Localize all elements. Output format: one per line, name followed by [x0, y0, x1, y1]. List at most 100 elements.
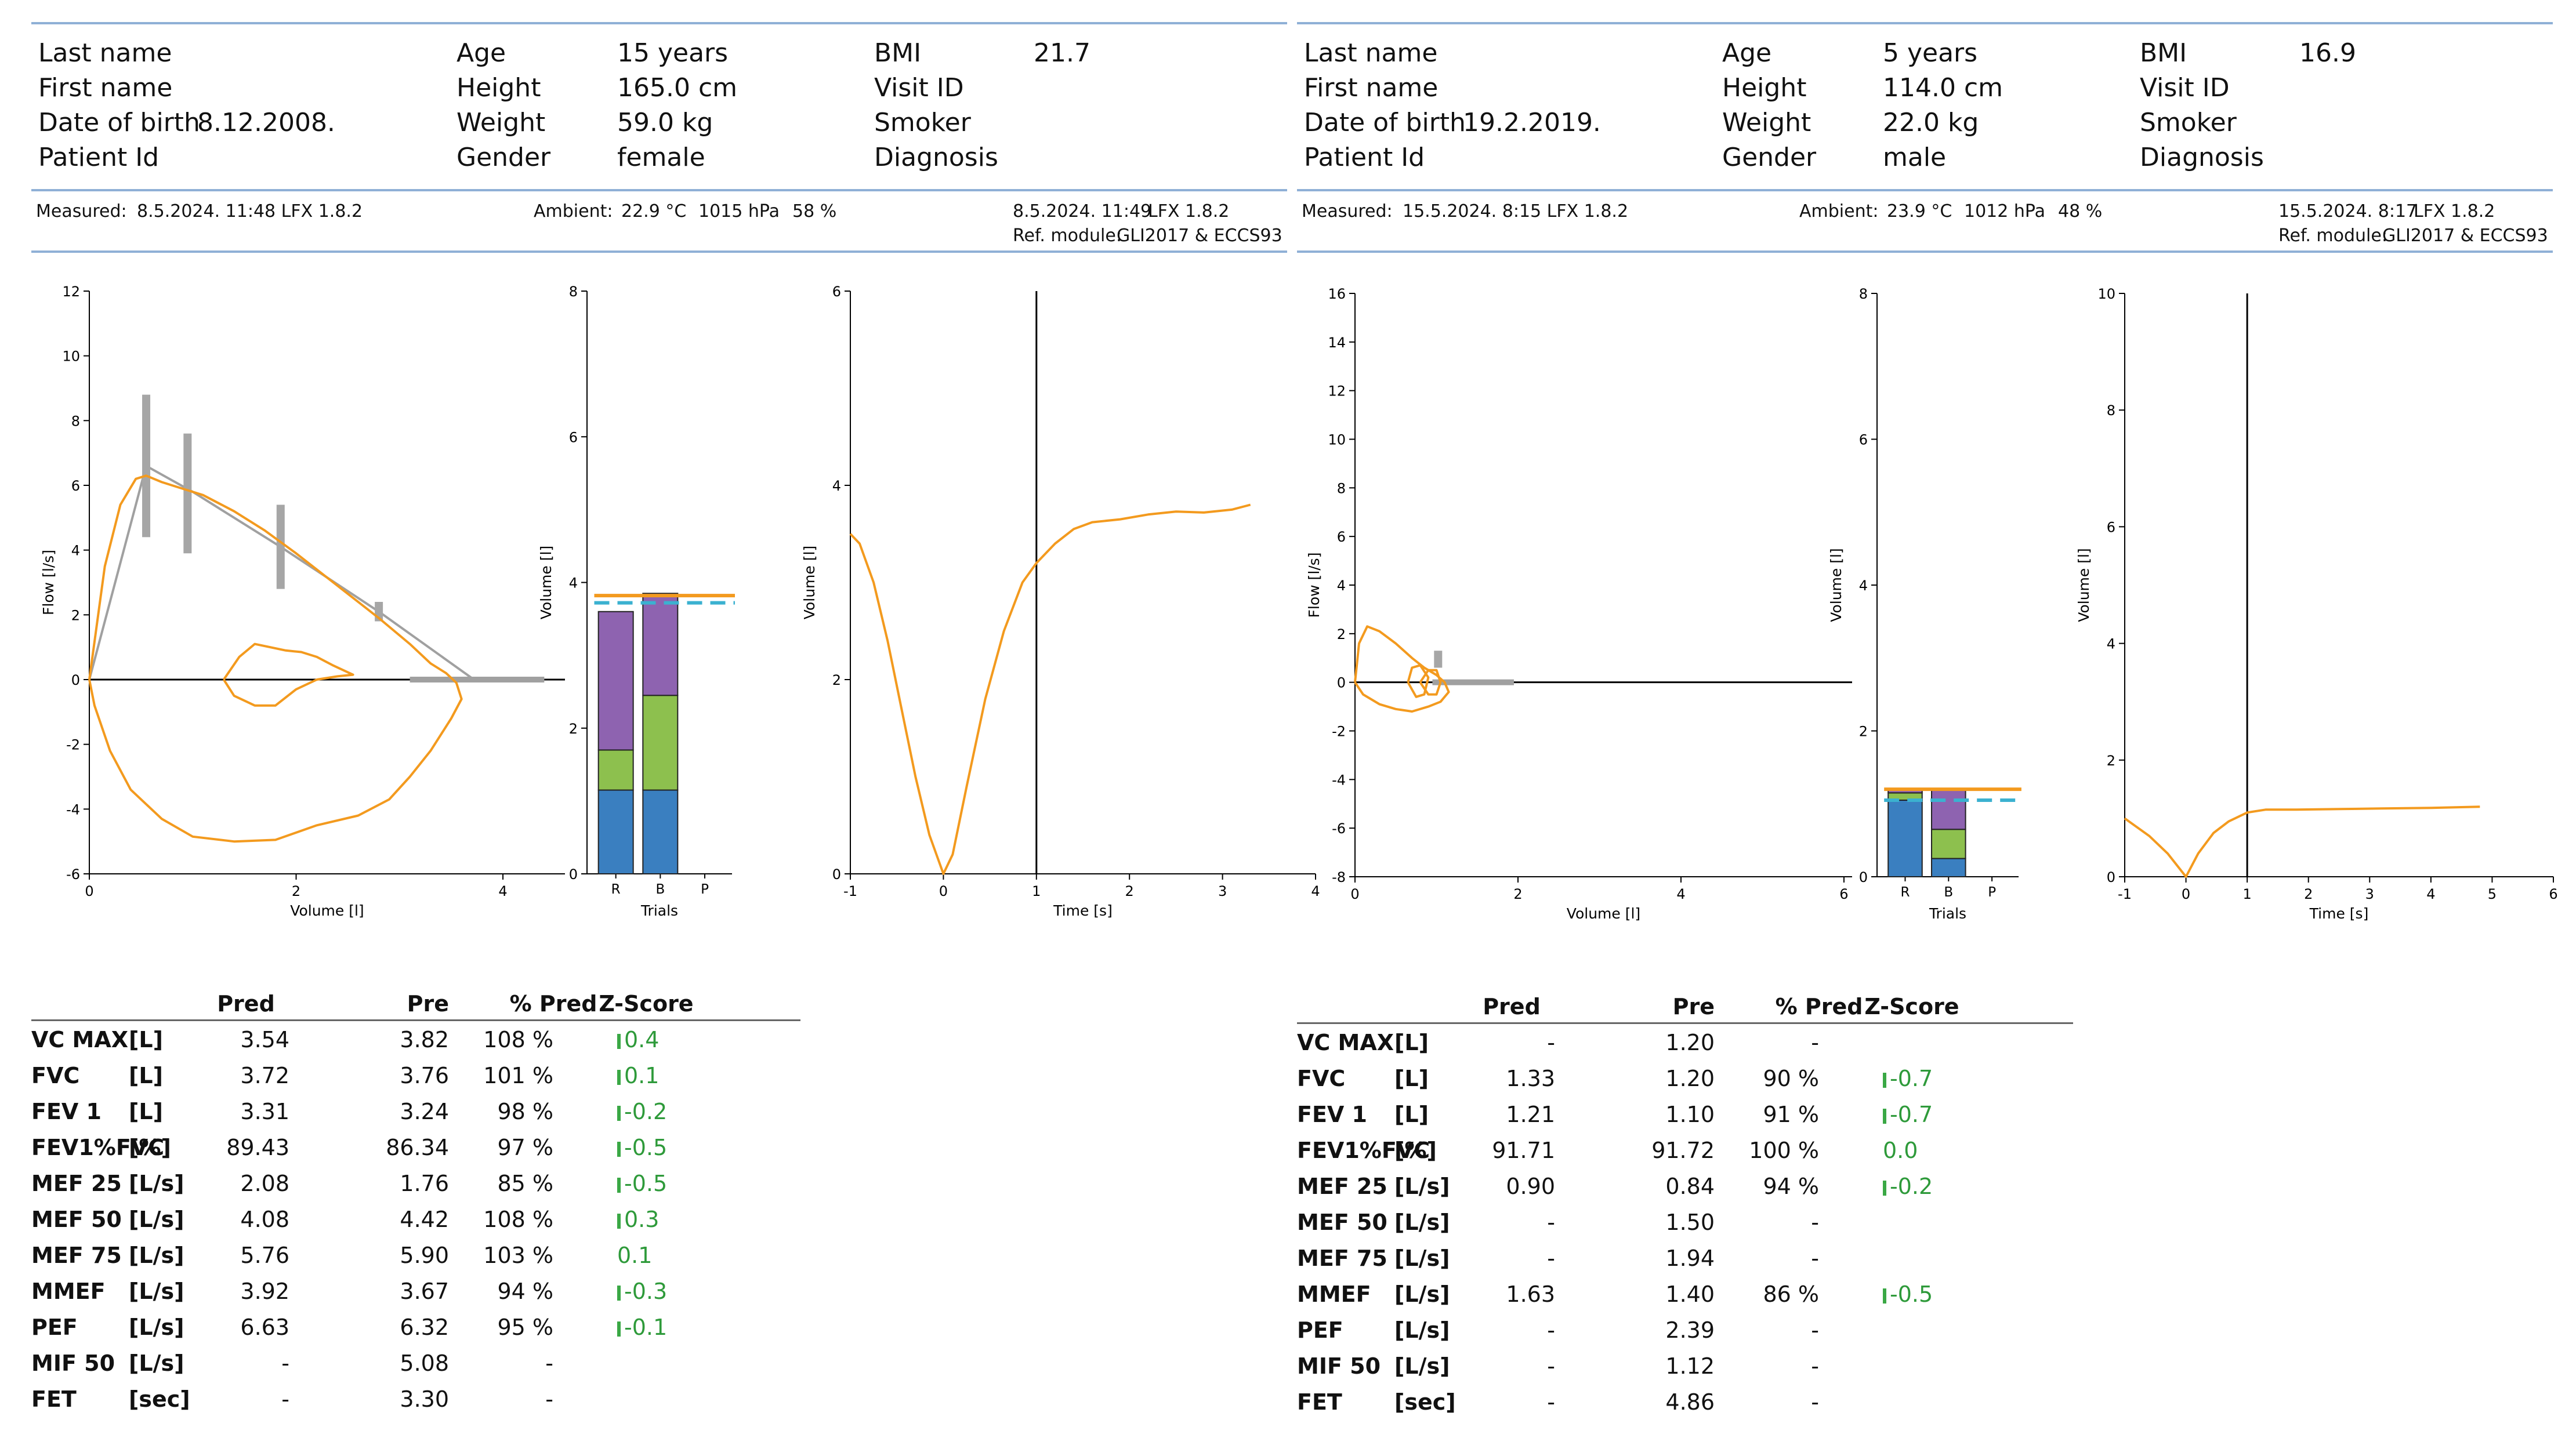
col-header-pre: Pre: [1672, 994, 1715, 1019]
volume-time-x-tick-label: -1: [843, 883, 857, 899]
zscore-text: -0.5: [624, 1171, 668, 1196]
flow-volume-y-tick-label: -6: [1332, 820, 1346, 837]
row-pred-value: 4.08: [240, 1207, 289, 1232]
zscore-bar-icon: [617, 1177, 621, 1193]
row-parameter-unit: [L]: [129, 1099, 163, 1124]
flow-volume-y-tick-label: 14: [1328, 335, 1346, 351]
dob-label: Date of birth: [1304, 108, 1466, 137]
flow-volume-y-tick-label: 12: [62, 284, 80, 300]
flow-volume-x-label: Volume [l]: [1567, 905, 1640, 922]
row-pct-pred-value: 95 %: [497, 1315, 553, 1340]
row-pct-pred-value: 91 %: [1763, 1102, 1819, 1127]
row-parameter-name: FEV1%FVC: [1297, 1138, 1430, 1163]
age-value: 5 years: [1883, 38, 1978, 68]
predicted-flow-line: [88, 464, 475, 681]
row-pct-pred-value: 101 %: [483, 1063, 553, 1088]
predicted-range-bar: [276, 504, 285, 589]
volume-time-y-label: Volume [l]: [2075, 548, 2092, 622]
row-pred-value: 0.90: [1506, 1174, 1555, 1199]
flow-volume-y-tick-label: 6: [71, 478, 80, 494]
bmi-value: 21.7: [1034, 38, 1090, 68]
col-header-pred: Pred: [217, 991, 275, 1016]
row-pred-value: 2.08: [240, 1171, 289, 1196]
flow-volume-y-tick-label: 4: [71, 543, 80, 559]
trials-y-tick-label: 8: [569, 284, 578, 300]
zscore-bar-icon: [617, 1069, 621, 1085]
trial-bar-segment: [597, 749, 634, 791]
flow-volume-y-tick-label: 8: [1337, 480, 1346, 496]
row-pre-value: 3.30: [400, 1386, 449, 1412]
row-pct-pred-value: -: [1811, 1317, 1819, 1343]
row-pre-value: 6.32: [400, 1315, 449, 1340]
row-pred-value: 3.92: [240, 1279, 289, 1304]
row-parameter-name: MMEF: [1297, 1281, 1371, 1307]
volume-time-y-tick-label: 0: [2107, 869, 2115, 885]
height-label: Height: [456, 73, 541, 103]
trials-y-tick-label: 8: [1859, 286, 1868, 302]
row-parameter-name: MIF 50: [1297, 1353, 1381, 1379]
age-label: Age: [456, 38, 506, 68]
zscore-text: 0.4: [624, 1027, 660, 1052]
height-value: 114.0 cm: [1883, 73, 2003, 103]
patient-id-label: Patient Id: [1304, 143, 1425, 172]
row-pred-value: 6.63: [240, 1315, 289, 1340]
flow-volume-y-tick-label: -8: [1332, 869, 1346, 885]
trial-bar-segment: [1931, 858, 1966, 877]
flow-volume-curve: [1354, 625, 1450, 713]
measured-time-2: 15.5.2024. 8:17: [2278, 201, 2418, 222]
measured-label: Measured:: [36, 201, 127, 222]
row-parameter-unit: [sec]: [1394, 1389, 1456, 1415]
flow-volume-x-label: Volume [l]: [290, 902, 364, 919]
trials-y-tick-label: 0: [569, 866, 578, 883]
volume-time-x-tick-label: 5: [2488, 886, 2497, 902]
row-parameter-unit: [L/s]: [129, 1279, 184, 1304]
volume-time-y-tick-label: 4: [832, 478, 841, 494]
predicted-range-bar: [142, 394, 151, 538]
flow-volume-curve: [88, 474, 463, 843]
row-parameter-name: FEV 1: [1297, 1102, 1367, 1127]
volume-time-y-tick-label: 2: [2107, 753, 2115, 769]
volume-time-y-tick-label: 6: [2107, 519, 2115, 535]
bmi-label: BMI: [2140, 38, 2187, 68]
row-parameter-name: MEF 75: [1297, 1246, 1387, 1271]
weight-label: Weight: [456, 108, 546, 137]
gender-label: Gender: [1722, 143, 1817, 172]
first-name-label: First name: [1304, 73, 1439, 103]
patient-id-label: Patient Id: [38, 143, 160, 172]
gender-value: male: [1883, 143, 1947, 172]
volume-time-x-tick-label: 1: [1032, 883, 1041, 899]
volume-time-y-tick-label: 6: [832, 284, 841, 300]
diagnosis-label: Diagnosis: [874, 143, 998, 172]
flow-volume-y-tick-label: 16: [1328, 286, 1346, 302]
row-pre-value: 1.50: [1665, 1210, 1715, 1235]
row-parameter-name: PEF: [1297, 1317, 1343, 1343]
row-parameter-unit: [L/s]: [129, 1350, 184, 1376]
trial-bar-segment: [1931, 789, 1966, 830]
row-pred-value: 3.31: [240, 1099, 289, 1124]
row-parameter-name: MEF 50: [31, 1207, 122, 1232]
ambient-humidity: 58 %: [792, 201, 837, 222]
row-pct-pred-value: 98 %: [497, 1099, 553, 1124]
report-right: Last name First name Date of birth 19.2.…: [1297, 0, 2567, 1445]
flow-volume-y-tick-label: -6: [66, 866, 80, 883]
table-header-rule: [1297, 1022, 2073, 1024]
predicted-range-bar: [183, 433, 192, 554]
row-parameter-unit: [L/s]: [1394, 1353, 1450, 1379]
zscore-bar-icon: [617, 1321, 621, 1337]
row-pre-value: 1.20: [1665, 1066, 1715, 1091]
zscore-text: -0.2: [1890, 1174, 1933, 1199]
row-pct-pred-value: -: [1811, 1246, 1819, 1271]
ref-module-value: GLI2017 & ECCS93: [2382, 226, 2548, 246]
header-rule-mid: [31, 189, 1287, 191]
row-pre-value: 1.94: [1665, 1246, 1715, 1271]
row-pre-value: 2.39: [1665, 1317, 1715, 1343]
row-parameter-name: PEF: [31, 1315, 78, 1340]
row-pct-pred-value: 94 %: [1763, 1174, 1819, 1199]
zscore-text: -0.5: [624, 1135, 668, 1160]
row-zscore-value: -0.3: [617, 1273, 667, 1309]
flow-volume-y-tick-label: 12: [1328, 383, 1346, 400]
row-pred-value: 1.63: [1506, 1281, 1555, 1307]
flow-volume-y-tick-label: 4: [1337, 578, 1346, 594]
results-table-left: Pred Pre% Pred Z-Score VC MAX [L] 3.54 3.82 108…: [31, 986, 809, 1438]
trials-y-tick-label: 4: [1859, 578, 1868, 594]
